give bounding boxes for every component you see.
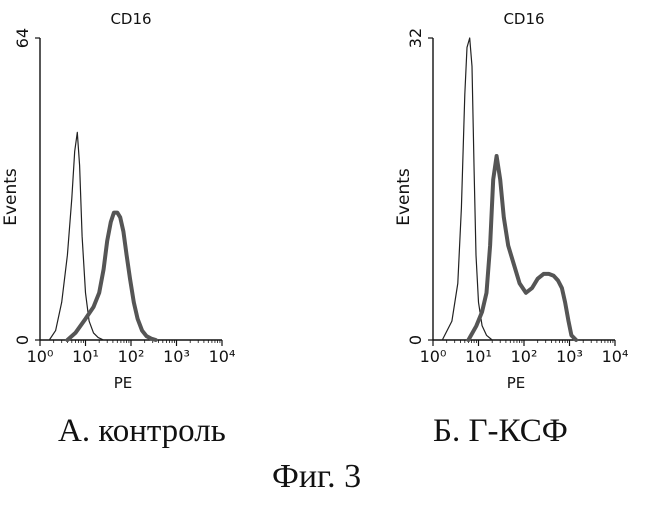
panel-a-y-tick-label: 0 <box>13 335 32 345</box>
panel-b-y-axis-label: Events <box>394 168 414 226</box>
panel-a-thin-histogram-line <box>49 132 103 340</box>
panel-b-x-tick-label: 10¹ <box>465 347 492 366</box>
panel-b-y-tick-label: 32 <box>406 28 425 48</box>
panel-b-thick-histogram-line <box>468 156 576 340</box>
panel-b-x-axis-label: PE <box>507 374 526 392</box>
panel-a-x-tick-label: 10⁰ <box>27 347 54 366</box>
panel-a-x-tick-label: 10¹ <box>72 347 99 366</box>
panel-a-x-tick-label: 10⁴ <box>209 347 236 366</box>
panel-b-x-tick-label: 10⁴ <box>602 347 629 366</box>
panel-b-x-tick-label: 10³ <box>556 347 583 366</box>
panel-b-y-tick-label: 0 <box>406 335 425 345</box>
panel-a-x-tick-label: 10³ <box>163 347 190 366</box>
panel-a-title: CD16 <box>110 10 151 28</box>
panel-a-y-axis-label: Events <box>1 168 21 226</box>
panel-a-y-tick-label: 64 <box>13 28 32 48</box>
panel-a-caption: А. контроль <box>58 413 226 450</box>
panel-b-x-tick-label: 10² <box>511 347 538 366</box>
panel-a-thick-histogram-line <box>67 213 155 340</box>
panel-b-x-tick-label: 10⁰ <box>420 347 447 366</box>
panel-a-x-axis-label: PE <box>114 374 133 392</box>
panel-a-x-tick-label: 10² <box>118 347 145 366</box>
figure-caption: Фиг. 3 <box>272 458 361 496</box>
panel-b-caption: Б. Г-КСФ <box>433 413 568 450</box>
panel-b-title: CD16 <box>503 10 544 28</box>
